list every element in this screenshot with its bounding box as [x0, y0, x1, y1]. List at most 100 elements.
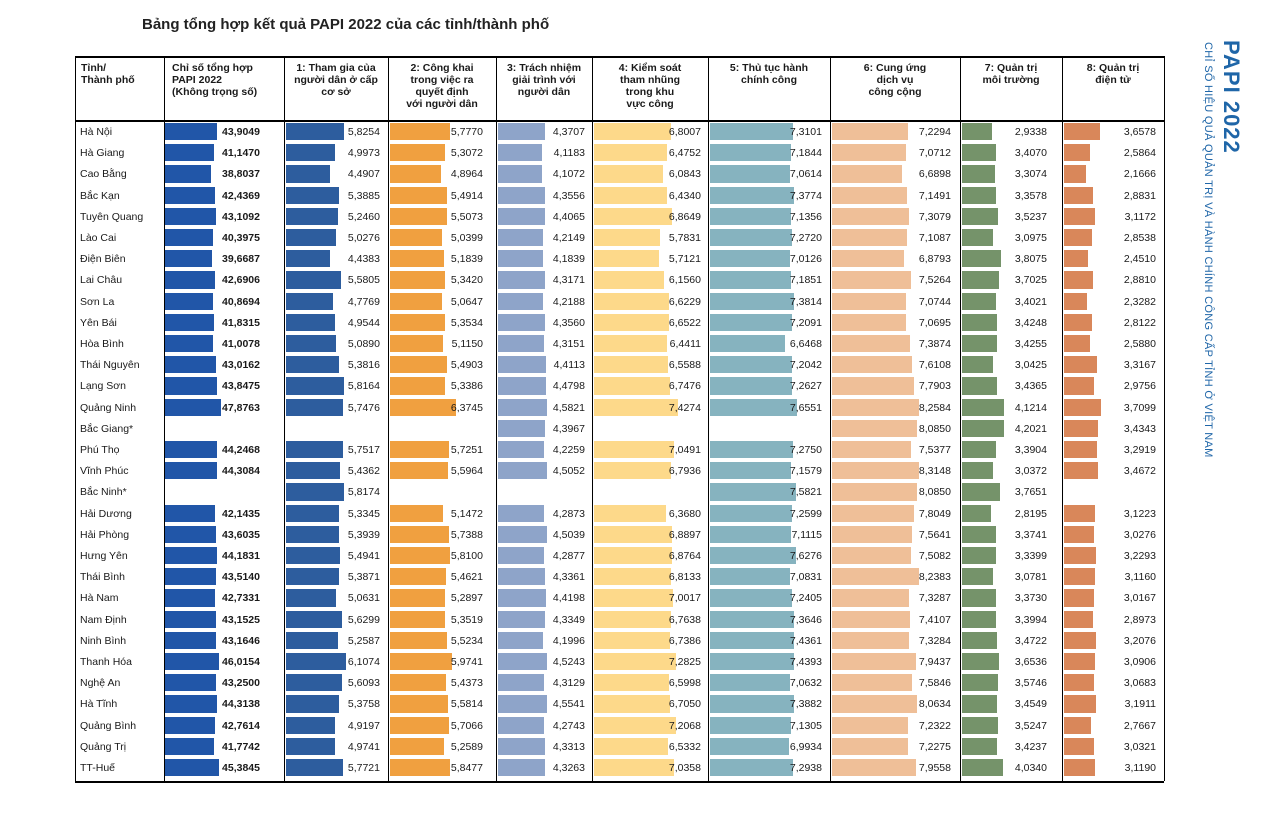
value-c6: 7,3284 — [918, 634, 951, 647]
column-header: Tỉnh/Thành phố — [81, 62, 135, 86]
bar-c4 — [594, 568, 672, 586]
column-divider — [75, 56, 76, 782]
bar-c8 — [1064, 335, 1090, 353]
bar-c1 — [286, 356, 340, 374]
value-overall: 41,1470 — [222, 147, 260, 160]
bar-c4 — [594, 229, 660, 247]
value-c7: 3,3904 — [1014, 444, 1047, 456]
table-top-rule — [75, 56, 1164, 58]
bar-c5 — [710, 610, 794, 628]
value-c8: 3,1911 — [1124, 698, 1156, 711]
value-c2: 5,8477 — [450, 762, 483, 774]
value-c6: 7,9558 — [918, 762, 951, 774]
value-c8: 2,1666 — [1123, 168, 1156, 181]
value-c2: 5,5073 — [450, 210, 483, 223]
bar-c2 — [390, 123, 450, 141]
value-c5: 7,2720 — [789, 232, 822, 244]
bar-c2 — [390, 250, 444, 268]
bar-overall — [165, 207, 216, 225]
column-divider — [496, 56, 497, 782]
bar-c8 — [1064, 525, 1095, 543]
value-overall: 42,1435 — [222, 507, 260, 520]
bar-c1 — [286, 631, 339, 649]
value-c3: 4,2743 — [552, 719, 585, 732]
value-c1: 5,7517 — [347, 444, 380, 456]
bar-c8 — [1064, 589, 1094, 607]
bar-c8 — [1064, 398, 1101, 416]
bar-c7 — [962, 186, 996, 204]
value-c2: 5,3386 — [450, 380, 483, 393]
value-c2: 5,4903 — [450, 359, 483, 372]
bar-c6 — [832, 271, 912, 289]
value-overall: 43,5140 — [222, 571, 260, 584]
value-c5: 7,1851 — [789, 274, 822, 287]
value-c1: 5,8254 — [347, 126, 380, 138]
value-c3: 4,4798 — [552, 380, 585, 393]
value-c8: 3,1223 — [1123, 507, 1156, 520]
value-c3: 4,3556 — [552, 189, 585, 202]
bar-c7 — [962, 674, 999, 692]
bar-c5 — [710, 631, 795, 649]
bar-c1 — [286, 695, 340, 713]
value-c5: 7,1115 — [791, 528, 822, 541]
bar-c7 — [962, 547, 996, 565]
value-c4: 7,2825 — [668, 656, 701, 668]
bar-c7 — [962, 313, 997, 331]
bar-c6 — [832, 144, 907, 162]
column-header: 4: Kiểm soát tham nhũng trong khu vực công — [618, 62, 682, 110]
bar-c3 — [498, 589, 546, 607]
bar-c3 — [498, 737, 545, 755]
value-c5: 7,6276 — [789, 550, 822, 562]
bar-overall — [165, 123, 217, 141]
value-c2: 5,5814 — [450, 698, 483, 711]
bar-c7 — [962, 123, 992, 141]
bar-overall — [165, 504, 215, 522]
value-c6: 7,5846 — [918, 677, 951, 690]
bar-c1 — [286, 144, 336, 162]
value-c3: 4,3349 — [552, 613, 585, 626]
province-name: Vĩnh Phúc — [80, 465, 129, 478]
province-name: Quảng Ninh — [80, 401, 137, 414]
bar-c5 — [710, 525, 791, 543]
province-name: Quảng Bình — [80, 719, 137, 732]
value-c6: 7,2322 — [918, 719, 951, 732]
bar-c4 — [594, 716, 676, 734]
value-c5: 7,1356 — [789, 210, 822, 223]
bar-c6 — [832, 610, 910, 628]
bar-overall — [165, 271, 216, 289]
value-overall: 43,1525 — [222, 613, 260, 626]
province-name: Hải Phòng — [80, 528, 130, 541]
bar-c4 — [594, 462, 671, 480]
bar-c3 — [498, 525, 547, 543]
value-overall: 43,1646 — [222, 634, 260, 647]
bar-c7 — [962, 441, 997, 459]
value-c3: 4,2259 — [552, 444, 585, 456]
value-c6: 7,2294 — [918, 126, 951, 138]
bar-c2 — [390, 653, 452, 671]
bar-c5 — [710, 123, 793, 141]
value-c6: 7,3287 — [918, 592, 951, 605]
bar-c1 — [286, 504, 339, 522]
value-c4: 6,1560 — [668, 274, 701, 287]
bar-c8 — [1064, 504, 1096, 522]
bar-overall — [165, 313, 215, 331]
value-c2: 5,3072 — [450, 147, 483, 160]
bar-c2 — [390, 631, 448, 649]
value-c5: 7,4393 — [789, 656, 822, 668]
province-name: Điện Biên — [80, 253, 126, 266]
value-c5: 7,2599 — [789, 507, 822, 520]
province-name: Thái Bình — [80, 571, 125, 584]
value-c7: 3,4255 — [1014, 338, 1047, 350]
bar-c2 — [390, 377, 446, 395]
bar-c2 — [390, 674, 447, 692]
province-name: Hà Tĩnh — [80, 698, 118, 711]
value-c4: 7,0358 — [668, 762, 701, 774]
value-c7: 3,4248 — [1014, 316, 1047, 329]
value-overall: 44,3084 — [222, 465, 260, 478]
value-c4: 6,7936 — [668, 465, 701, 478]
bar-c5 — [710, 313, 792, 331]
bar-c2 — [390, 207, 447, 225]
bar-c3 — [498, 653, 547, 671]
bar-c4 — [594, 631, 671, 649]
bar-c4 — [594, 653, 677, 671]
